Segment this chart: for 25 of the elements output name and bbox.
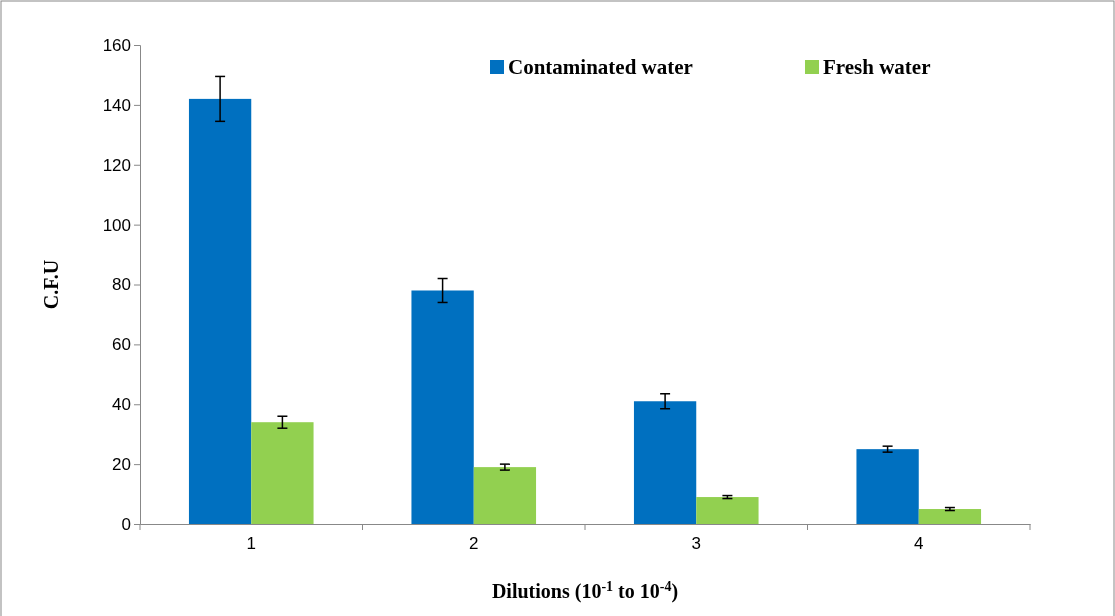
- x-tick-label: 3: [691, 534, 701, 554]
- y-tick-label: 120: [102, 155, 131, 175]
- bar: [411, 290, 474, 524]
- x-axis-title: Dilutions (10$^{-1}$ to 10$^{-4}$): [491, 578, 679, 603]
- legend-label: Fresh water: [823, 55, 931, 79]
- y-tick-label: 40: [112, 395, 131, 415]
- y-tick-label: 80: [112, 275, 131, 295]
- bar: [473, 467, 537, 524]
- legend-label: Contaminated water: [508, 55, 693, 79]
- y-tick-label: 60: [112, 335, 131, 355]
- y-tick-label: 160: [102, 35, 131, 55]
- x-tick-label: 2: [469, 534, 479, 554]
- y-tick-label: 100: [102, 215, 131, 235]
- bar: [633, 401, 697, 524]
- bar: [188, 98, 252, 524]
- y-tick-label: 0: [121, 514, 131, 534]
- bar: [251, 422, 314, 524]
- bar: [856, 449, 919, 524]
- y-tick-label: 20: [112, 455, 131, 475]
- y-axis-title: C.F.U: [40, 259, 62, 310]
- y-tick-label: 140: [102, 95, 131, 115]
- x-tick-label: 4: [914, 534, 924, 554]
- x-tick-label: 1: [246, 534, 256, 554]
- bar: [918, 509, 982, 524]
- bar: [696, 497, 759, 524]
